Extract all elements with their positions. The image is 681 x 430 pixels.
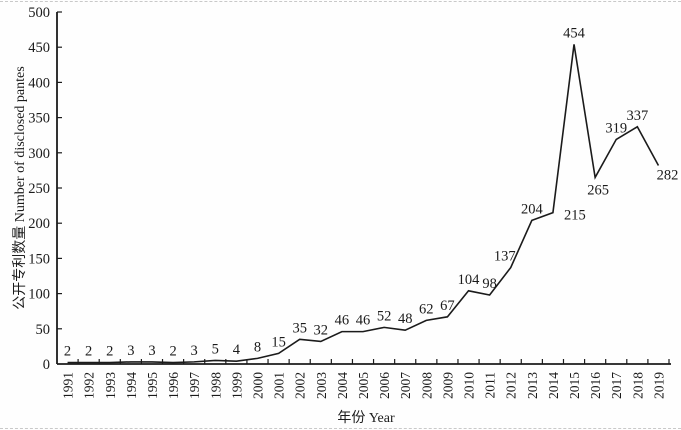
point-value-label: 454 (563, 25, 586, 41)
y-axis-tick-label: 500 (28, 5, 50, 21)
x-year-label: 2007 (398, 372, 413, 399)
x-year-label: 1991 (61, 372, 76, 399)
y-axis-tick-label: 450 (28, 40, 50, 56)
x-year-label: 2018 (630, 372, 645, 399)
y-axis-tick-label: 400 (28, 75, 50, 91)
point-value-label: 3 (191, 343, 198, 359)
point-value-label: 2 (64, 344, 71, 360)
point-value-label: 15 (271, 334, 286, 350)
x-year-label: 1996 (166, 372, 181, 399)
point-value-label: 319 (605, 120, 627, 136)
y-axis-tick-label: 350 (28, 111, 50, 127)
x-year-label: 2008 (419, 372, 434, 399)
point-value-label: 62 (419, 301, 434, 317)
y-axis-tick-label: 0 (43, 357, 50, 373)
x-year-label: 2005 (356, 372, 371, 399)
x-year-label: 1995 (145, 372, 160, 399)
point-value-label: 215 (564, 208, 586, 224)
x-year-label: 2000 (250, 372, 265, 399)
y-axis-tick-label: 250 (28, 181, 50, 197)
x-year-label: 1998 (208, 372, 223, 399)
page-border-top-divider (0, 1, 681, 2)
y-axis-tick-label: 50 (36, 322, 51, 338)
x-year-label: 2013 (525, 372, 540, 399)
point-value-label: 3 (148, 343, 155, 359)
x-year-label: 1999 (229, 372, 244, 399)
point-value-label: 48 (398, 311, 413, 327)
point-value-label: 35 (292, 320, 307, 336)
x-year-label: 2006 (377, 372, 392, 399)
point-value-label: 8 (254, 339, 261, 355)
y-axis-tick-label: 300 (28, 146, 50, 162)
x-year-label: 2004 (335, 372, 350, 399)
point-value-label: 46 (356, 313, 371, 329)
x-year-label: 2002 (293, 372, 308, 399)
y-axis-tick-label: 150 (28, 251, 50, 267)
point-value-label: 337 (626, 108, 648, 124)
x-year-label: 2009 (440, 372, 455, 399)
x-year-label: 2011 (483, 372, 498, 399)
series-line (67, 44, 660, 364)
x-year-label: 2014 (546, 372, 561, 399)
point-value-label: 5 (212, 341, 219, 357)
y-axis-title: 公开专利数量 Number of disclosed pantes (13, 66, 28, 310)
point-value-label: 104 (458, 272, 481, 288)
x-year-label: 2015 (567, 372, 582, 399)
point-value-label: 137 (494, 249, 516, 265)
point-value-label: 4 (233, 342, 241, 358)
x-year-label: 2017 (609, 372, 624, 399)
point-value-label: 98 (482, 276, 497, 292)
point-value-label: 2 (85, 344, 92, 360)
point-value-label: 265 (587, 182, 609, 198)
x-year-label: 2003 (314, 372, 329, 399)
point-value-label: 67 (440, 298, 455, 314)
point-value-label: 52 (377, 308, 392, 324)
x-year-label: 2019 (651, 372, 666, 399)
y-axis-tick-label: 200 (28, 216, 50, 232)
x-year-label: 1992 (82, 372, 97, 399)
point-value-label: 2 (169, 344, 176, 360)
x-year-label: 1997 (187, 372, 202, 399)
point-value-label: 282 (657, 167, 679, 183)
page-border-bottom-divider (0, 428, 681, 429)
x-year-label: 2012 (504, 372, 519, 399)
x-year-label: 1994 (124, 372, 139, 399)
x-axis-title: 年份 Year (337, 411, 395, 426)
point-value-label: 204 (521, 201, 544, 217)
y-axis-tick-label: 100 (28, 287, 50, 303)
x-year-label: 2010 (462, 372, 477, 399)
point-value-label: 32 (314, 322, 329, 338)
point-value-label: 2 (106, 344, 113, 360)
point-value-label: 46 (335, 313, 350, 329)
x-year-label: 2001 (272, 372, 287, 399)
x-year-label: 2016 (588, 372, 603, 399)
x-year-label: 1993 (103, 372, 118, 399)
point-value-label: 3 (127, 343, 134, 359)
